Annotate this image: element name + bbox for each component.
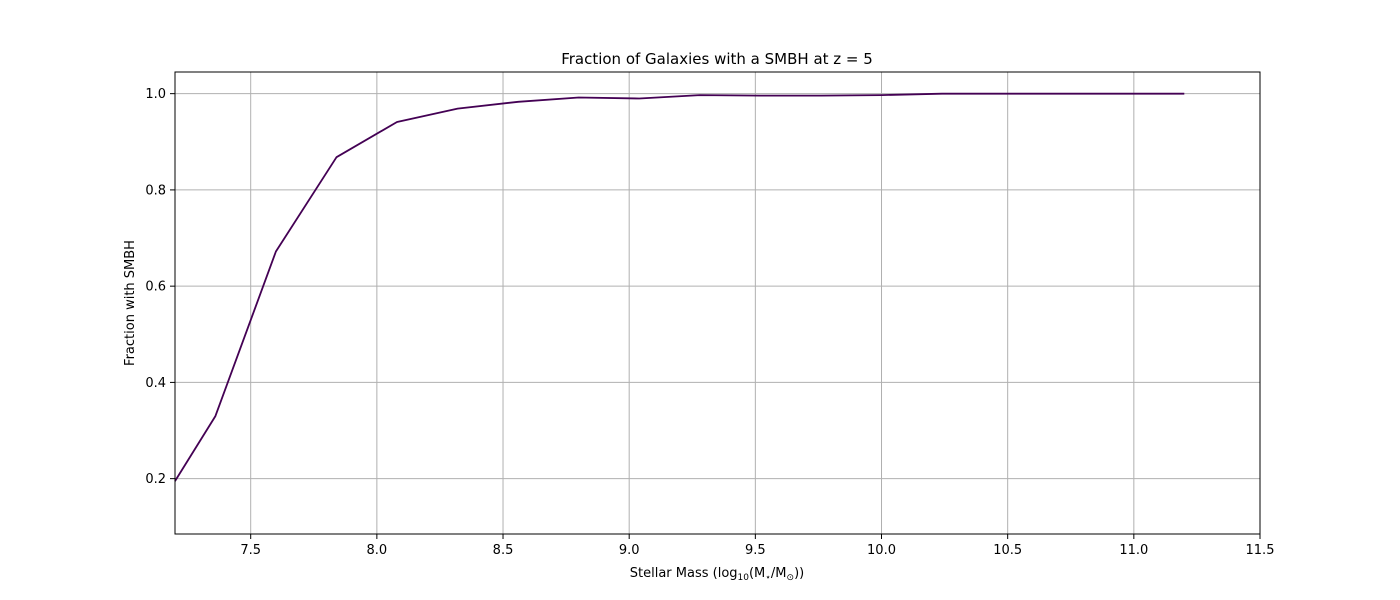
x-tick-label: 11.0 bbox=[1119, 543, 1148, 558]
y-tick-label: 0.4 bbox=[145, 376, 166, 391]
x-tick-label: 9.5 bbox=[745, 543, 766, 558]
x-axis-label-sub: 10 bbox=[738, 573, 750, 583]
x-axis-label-star: ⋆ bbox=[765, 573, 771, 583]
y-tick-label: 0.6 bbox=[145, 280, 166, 295]
x-axis-label-sun: ⊙ bbox=[787, 573, 795, 583]
x-axis-ticks: 7.5 8.0 8.5 9.0 9.5 10.0 10.5 11.0 11.5 bbox=[240, 534, 1274, 558]
x-tick-label: 8.0 bbox=[367, 543, 388, 558]
x-axis-label-slash: /M bbox=[771, 566, 787, 581]
chart-title: Fraction of Galaxies with a SMBH at z = … bbox=[561, 50, 873, 68]
y-tick-label: 0.2 bbox=[145, 472, 166, 487]
x-tick-label: 10.0 bbox=[867, 543, 896, 558]
plot-frame bbox=[174, 71, 1261, 535]
y-axis-label: Fraction with SMBH bbox=[123, 240, 138, 366]
y-axis-ticks: 0.2 0.4 0.6 0.8 1.0 bbox=[145, 87, 175, 487]
x-tick-label: 11.5 bbox=[1246, 543, 1275, 558]
x-tick-label: 7.5 bbox=[240, 543, 261, 558]
x-tick-label: 10.5 bbox=[993, 543, 1022, 558]
y-tick-label: 1.0 bbox=[145, 87, 166, 102]
y-tick-label: 0.8 bbox=[145, 183, 166, 198]
x-axis-label-mid: (M bbox=[749, 566, 765, 581]
x-axis-label-suffix: )) bbox=[794, 566, 804, 581]
series-layer bbox=[174, 92, 1185, 482]
x-tick-label: 8.5 bbox=[493, 543, 514, 558]
x-tick-label: 9.0 bbox=[619, 543, 640, 558]
x-axis-label-prefix: Stellar Mass (log bbox=[630, 566, 738, 581]
series-line bbox=[174, 92, 1185, 482]
x-axis-label: Stellar Mass (log10(M⋆/M⊙)) bbox=[630, 566, 804, 583]
grid-lines bbox=[175, 72, 1261, 534]
